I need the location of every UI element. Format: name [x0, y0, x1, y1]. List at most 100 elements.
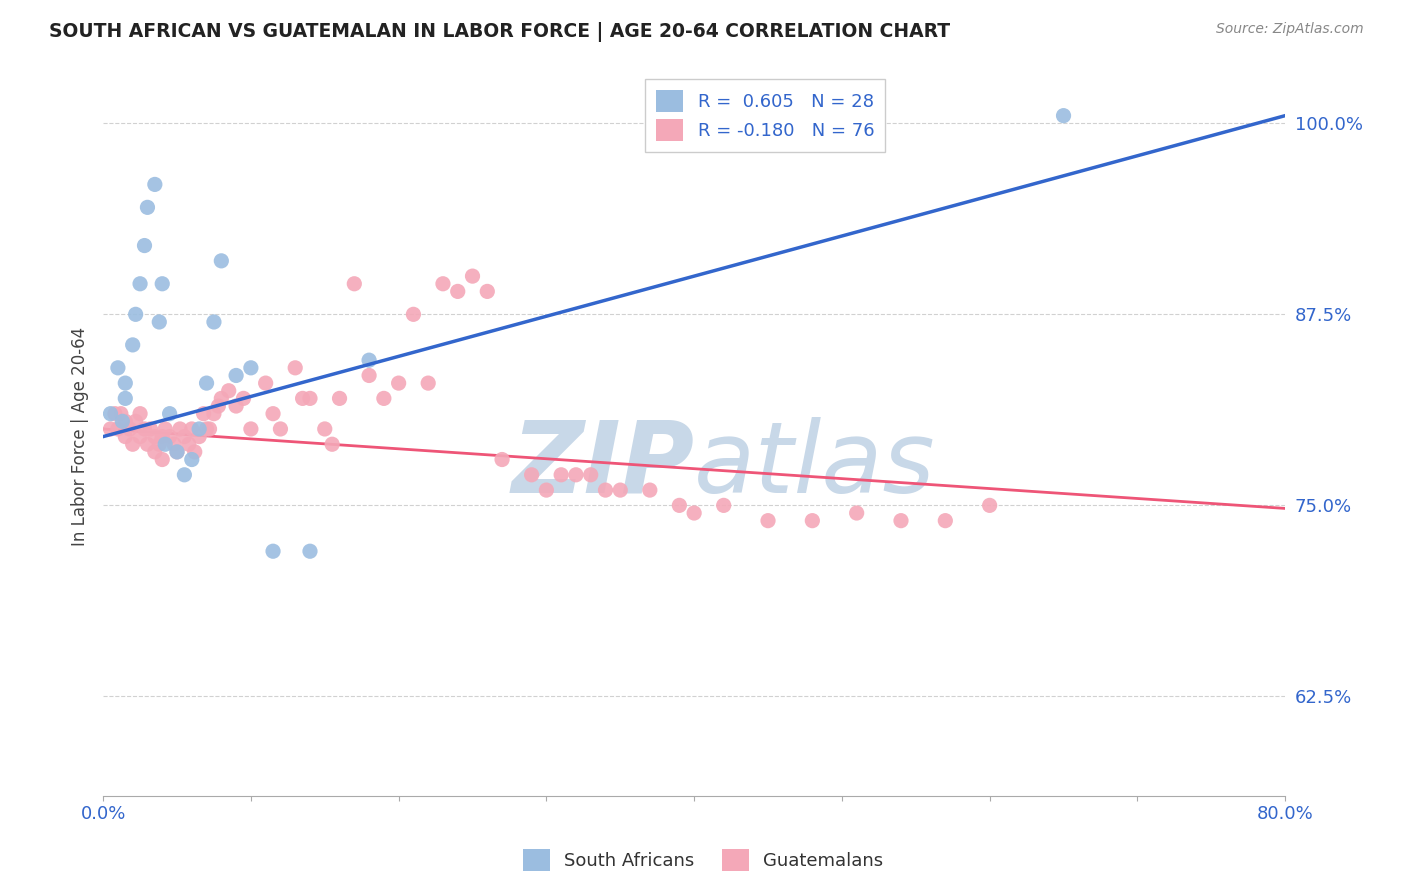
Point: [180, 452, 202, 467]
Point: [188, 422, 211, 436]
Point: [565, 467, 588, 482]
Point: [124, 307, 146, 321]
Point: [373, 392, 395, 406]
Point: [148, 437, 170, 451]
Point: [402, 307, 425, 321]
Legend: R =  0.605   N = 28, R = -0.180   N = 76: R = 0.605 N = 28, R = -0.180 N = 76: [645, 79, 884, 153]
Point: [269, 422, 291, 436]
Point: [262, 544, 284, 558]
Text: atlas: atlas: [695, 417, 936, 514]
Point: [134, 422, 156, 436]
Point: [173, 429, 195, 443]
Point: [153, 422, 176, 436]
Point: [1052, 109, 1074, 123]
Point: [314, 422, 336, 436]
Point: [150, 277, 173, 291]
Point: [225, 368, 247, 383]
Point: [328, 392, 350, 406]
Point: [713, 499, 735, 513]
Legend: South Africans, Guatemalans: South Africans, Guatemalans: [516, 842, 890, 879]
Point: [100, 422, 122, 436]
Point: [343, 277, 366, 291]
Point: [166, 445, 188, 459]
Point: [284, 360, 307, 375]
Point: [418, 376, 440, 390]
Point: [491, 452, 513, 467]
Point: [202, 407, 225, 421]
Point: [461, 269, 484, 284]
Point: [550, 467, 572, 482]
Point: [668, 499, 690, 513]
Point: [188, 429, 211, 443]
Point: [121, 437, 143, 451]
Point: [432, 277, 454, 291]
Point: [595, 483, 617, 497]
Point: [683, 506, 706, 520]
Point: [121, 338, 143, 352]
Point: [195, 422, 218, 436]
Point: [143, 178, 166, 192]
Point: [150, 429, 173, 443]
Point: [291, 392, 314, 406]
Point: [218, 384, 240, 398]
Point: [169, 422, 191, 436]
Y-axis label: In Labor Force | Age 20-64: In Labor Force | Age 20-64: [72, 327, 89, 546]
Point: [262, 407, 284, 421]
Point: [359, 353, 381, 368]
Point: [114, 414, 136, 428]
Point: [104, 407, 127, 421]
Point: [609, 483, 631, 497]
Point: [143, 445, 166, 459]
Text: SOUTH AFRICAN VS GUATEMALAN IN LABOR FORCE | AGE 20-64 CORRELATION CHART: SOUTH AFRICAN VS GUATEMALAN IN LABOR FOR…: [49, 22, 950, 42]
Point: [180, 422, 202, 436]
Point: [239, 422, 262, 436]
Point: [193, 407, 215, 421]
Point: [477, 285, 499, 299]
Point: [207, 399, 229, 413]
Point: [107, 422, 129, 436]
Text: ZIP: ZIP: [512, 417, 695, 514]
Point: [153, 437, 176, 451]
Point: [159, 429, 181, 443]
Point: [209, 253, 232, 268]
Point: [321, 437, 343, 451]
Text: Source: ZipAtlas.com: Source: ZipAtlas.com: [1216, 22, 1364, 37]
Point: [166, 445, 188, 459]
Point: [845, 506, 868, 520]
Point: [195, 376, 218, 390]
Point: [114, 376, 136, 390]
Point: [143, 429, 166, 443]
Point: [202, 315, 225, 329]
Point: [934, 514, 956, 528]
Point: [756, 514, 779, 528]
Point: [129, 407, 152, 421]
Point: [159, 407, 181, 421]
Point: [979, 499, 1001, 513]
Point: [638, 483, 661, 497]
Point: [254, 376, 277, 390]
Point: [239, 360, 262, 375]
Point: [801, 514, 824, 528]
Point: [150, 452, 173, 467]
Point: [177, 437, 200, 451]
Point: [134, 238, 156, 252]
Point: [579, 467, 602, 482]
Point: [107, 360, 129, 375]
Point: [100, 407, 122, 421]
Point: [225, 399, 247, 413]
Point: [118, 422, 141, 436]
Point: [136, 200, 159, 214]
Point: [890, 514, 912, 528]
Point: [124, 414, 146, 428]
Point: [163, 437, 186, 451]
Point: [136, 437, 159, 451]
Point: [298, 544, 321, 558]
Point: [198, 422, 221, 436]
Point: [139, 422, 162, 436]
Point: [173, 467, 195, 482]
Point: [148, 315, 170, 329]
Point: [110, 407, 132, 421]
Point: [184, 445, 207, 459]
Point: [114, 392, 136, 406]
Point: [232, 392, 254, 406]
